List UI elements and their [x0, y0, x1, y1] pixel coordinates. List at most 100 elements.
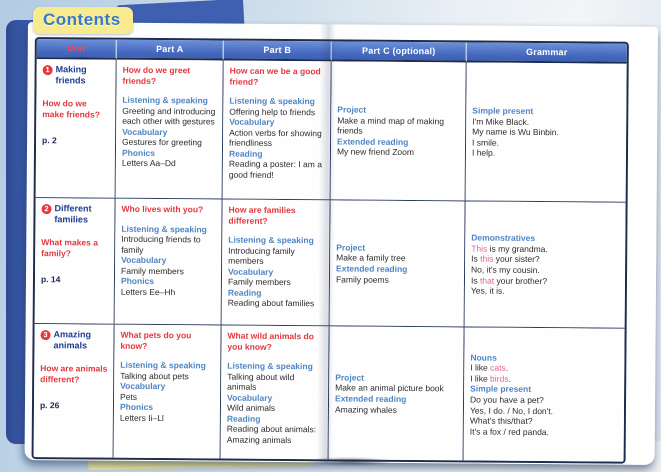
section-label: Reading [227, 287, 262, 298]
section-text: Reading about animals: Amazing animals [226, 423, 317, 445]
cell-part-a: How do we greet friends? Listening & spea… [115, 59, 224, 200]
section-text: Wild animals [226, 402, 276, 414]
section-text: Amazing whales [334, 403, 397, 415]
grammar-text: Is [470, 275, 481, 286]
cell-grammar: Simple present I'm Mike Black. My name is … [465, 62, 627, 203]
grammar-line: It's a fox / red panda. [470, 426, 619, 438]
column-header: Part A [116, 39, 224, 61]
grammar-text: Do you have a pet? [470, 394, 544, 406]
grammar-text: I like [470, 362, 491, 374]
part-question: Who lives with you? [121, 203, 204, 215]
cell-part-a: Who lives with you? Listening & speaking I… [114, 198, 223, 326]
section-text: Introducing friends to family [121, 233, 201, 255]
section-text: Letters Aa–Dd [121, 157, 176, 169]
section-text: Family members [227, 276, 291, 288]
unit-page-number: p. 2 [42, 135, 57, 146]
unit-title: 3 Amazing animals [40, 329, 108, 352]
section-label: Listening & speaking [121, 223, 207, 234]
grammar-text: What's this/that? [469, 415, 533, 427]
grammar-text: . [508, 373, 511, 384]
unit-number-badge: 3 [40, 330, 51, 341]
section-text: Letters Ii–Ll [119, 412, 164, 423]
unit-number-badge: 1 [42, 65, 53, 76]
section-label: Phonics [121, 147, 156, 158]
grammar-text: I'm Mike Black. [472, 116, 530, 127]
column-header: Part B [223, 40, 332, 62]
section-label: Listening & speaking [229, 95, 315, 107]
section-label: Vocabulary [228, 266, 274, 277]
section-text: Letters Ee–Hh [120, 286, 176, 297]
cell-part-b: How are families different? Listening & s… [221, 199, 331, 327]
section-label: Phonics [119, 401, 154, 413]
grammar-text: I smile. [472, 137, 500, 148]
part-question: What wild animals do you know? [227, 330, 315, 352]
cell-part-b: What wild animals do you know? Listening … [220, 325, 330, 460]
section-text: Reading a poster: I am a good friend! [228, 158, 323, 180]
grammar-text: I help. [471, 147, 496, 158]
grammar-text: your sister? [493, 254, 540, 265]
unit-cell-3: 3 Amazing animals How are animals differen… [33, 324, 115, 458]
part-question: How are families different? [228, 204, 296, 226]
unit-title: 2 Different families [41, 203, 109, 226]
column-header: Unit [36, 39, 117, 60]
section-text: Talking about pets [120, 370, 189, 381]
part-question: How do we greet friends? [122, 64, 191, 86]
section-label: Listening & speaking [228, 234, 314, 246]
grammar-line: Yes, it is. [471, 286, 620, 298]
section-text: My new friend Zoom [336, 146, 415, 158]
unit-cell-2: 2 Different families What makes a family? p… [34, 198, 116, 325]
section-label: Listening & speaking [120, 359, 206, 371]
grammar-text: Is [471, 253, 481, 265]
unit-page-number: p. 14 [40, 274, 61, 285]
section-label: Listening & speaking [227, 360, 313, 372]
cell-part-b: How can we be a good friend? Listening & … [222, 60, 332, 201]
book-page: Unit Part A Part B Part C (optional) Grammar… [24, 22, 658, 467]
page-curl-shadow [304, 456, 395, 467]
section-label: Listening & speaking [122, 94, 208, 106]
highlighted-word: that [479, 275, 495, 286]
cell-grammar: Nouns I like cats. I like birds. Simple pre… [463, 327, 625, 462]
section-label: Reading [228, 148, 263, 159]
section-text: Action verbs for showing friendliness [229, 127, 322, 149]
unit-number-badge: 2 [41, 204, 52, 215]
unit-page-number: p. 26 [39, 400, 60, 411]
highlighted-word: cats [490, 363, 506, 374]
cell-part-c: Project Make an animal picture book Extend… [328, 326, 465, 461]
section-label: Vocabulary [122, 126, 168, 137]
grammar-text: My name is Wu Binbin. [472, 126, 559, 138]
highlighted-word: this [480, 254, 494, 265]
section-text: Pets [120, 391, 138, 402]
unit-cell-1: 1 Making friends How do we make friends? p.… [35, 59, 117, 199]
unit-question: How are animals different? [40, 363, 108, 385]
cell-part-c: Project Make a family tree Extended readin… [329, 200, 466, 328]
cell-part-c: Project Make a mind map of making friends… [330, 61, 467, 202]
section-label: Phonics [120, 275, 155, 287]
section-text: Reading about families [227, 297, 315, 309]
grammar-text: No, it's my cousin. [471, 264, 540, 276]
part-question: How can we be a good friend? [229, 65, 321, 87]
section-label: Reading [226, 413, 261, 424]
grammar-text: is my grandma. [487, 243, 548, 255]
section-text: Family poems [335, 273, 389, 285]
unit-title-text: Different families [54, 203, 92, 225]
section-text: Gestures for greeting [122, 136, 202, 148]
grammar-text: It's a fox / red panda. [469, 426, 549, 437]
section-label: Vocabulary [120, 380, 166, 392]
section-text: Introducing family members [228, 245, 295, 266]
section-text: Talking about wild animals [227, 371, 295, 392]
section-text: Greeting and introducing each other with… [122, 105, 216, 127]
part-question: What pets do you know? [120, 329, 192, 351]
section-text: Family members [121, 265, 184, 276]
section-label: Vocabulary [229, 116, 275, 128]
section-label: Vocabulary [227, 392, 273, 403]
unit-question: What makes a family? [41, 237, 99, 259]
grammar-text: I like [470, 373, 491, 384]
page-title: Contents [33, 7, 133, 34]
unit-title-text: Making friends [55, 64, 87, 86]
highlighted-word: birds [490, 373, 509, 384]
section-text: Offering help to friends [229, 106, 316, 117]
highlighted-word: This [471, 243, 488, 254]
grammar-text: Yes, it is. [470, 285, 505, 296]
grammar-text: . [505, 363, 509, 374]
grammar-text: Yes, I do. / No, I don't. [469, 405, 554, 416]
